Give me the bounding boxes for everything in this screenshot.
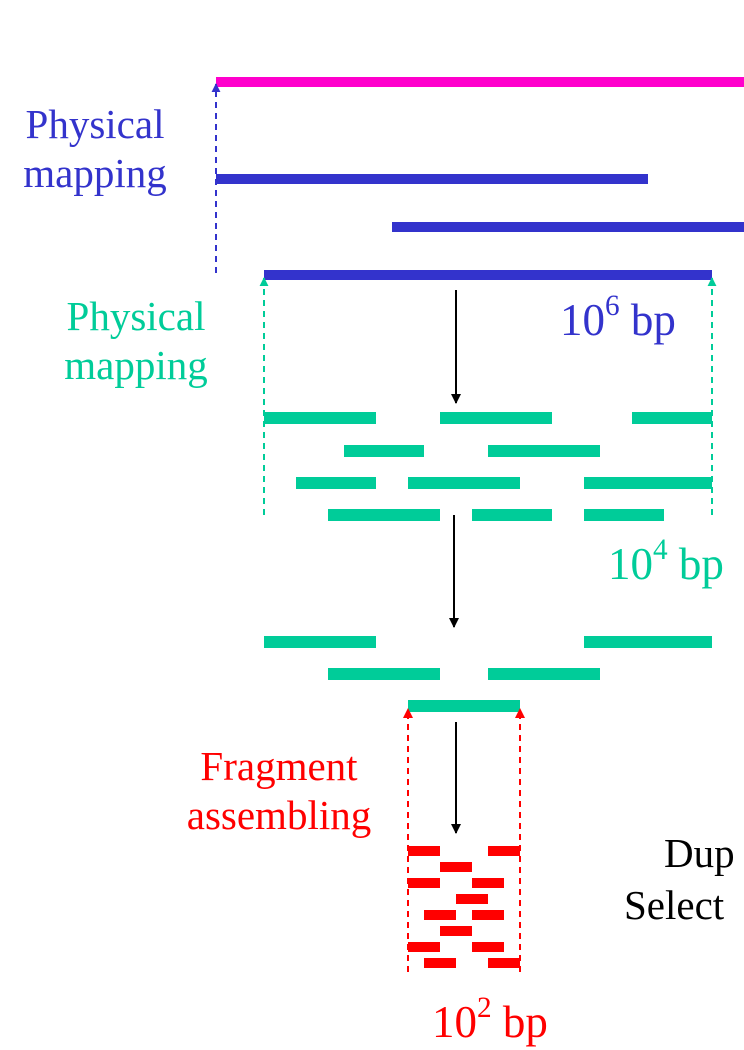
small-fragment <box>440 862 472 872</box>
medium-fragment <box>472 509 552 521</box>
fragment-assembling-label: Fragment assembling <box>166 742 392 840</box>
scale-label-1e2-unit: bp <box>502 997 548 1047</box>
small-fragment <box>408 846 440 856</box>
medium-fragment <box>488 445 600 457</box>
small-fragment <box>424 910 456 920</box>
cut-text-line-2-text: Select <box>624 882 725 928</box>
scale-label-1e2-exp: 2 <box>477 991 492 1024</box>
medium-fragment <box>440 412 552 424</box>
selected-fragments <box>264 636 712 712</box>
scale-label-1e4: 104 bp <box>608 533 724 591</box>
small-fragment <box>424 958 456 968</box>
scale-label-1e4-exp: 4 <box>653 533 668 566</box>
small-fragments <box>408 846 520 968</box>
small-fragment <box>472 878 504 888</box>
physical-mapping-label-2: Physical mapping <box>40 292 232 390</box>
physical-mapping-label-2-line1: Physical <box>66 293 206 339</box>
medium-fragment <box>584 477 712 489</box>
cut-text-line-1: Dup <box>664 829 735 878</box>
small-fragment <box>456 894 488 904</box>
small-fragment <box>488 846 520 856</box>
scale-label-1e2: 102 bp <box>432 991 548 1049</box>
selected-fragment <box>488 668 600 680</box>
small-fragment <box>408 878 440 888</box>
cut-text-line-1-text: Dup <box>664 830 735 876</box>
clone-bar-3 <box>264 270 712 280</box>
fragment-assembling-label-line2: assembling <box>186 792 372 839</box>
clone-bar-1 <box>216 174 648 184</box>
scale-label-1e2-base: 10 <box>432 997 477 1047</box>
medium-fragment <box>296 477 376 489</box>
small-fragment <box>472 942 504 952</box>
medium-fragment <box>632 412 712 424</box>
medium-fragment <box>264 412 376 424</box>
medium-fragment <box>328 509 440 521</box>
fragment-assembling-label-line1: Fragment <box>200 743 358 789</box>
scale-label-1e4-unit: bp <box>678 539 724 589</box>
chromosome-bar <box>216 77 744 87</box>
medium-fragment <box>584 509 664 521</box>
medium-fragment <box>344 445 424 457</box>
scale-label-1e6-unit: bp <box>630 295 676 345</box>
selected-fragment <box>328 668 440 680</box>
scale-label-1e6: 106 bp <box>560 289 676 347</box>
physical-mapping-label-2-line2: mapping <box>64 342 208 389</box>
scale-label-1e6-base: 10 <box>560 295 605 345</box>
selected-fragment <box>264 636 376 648</box>
clone-bar-2 <box>392 222 744 232</box>
medium-fragments <box>264 412 712 521</box>
cut-text-line-2: Select <box>624 881 724 930</box>
small-fragment <box>472 910 504 920</box>
physical-mapping-label-1: Physical mapping <box>10 100 180 198</box>
medium-fragment <box>408 477 520 489</box>
scale-label-1e4-base: 10 <box>608 539 653 589</box>
scale-label-1e6-exp: 6 <box>605 289 620 322</box>
physical-mapping-label-1-line1: Physical <box>25 101 165 147</box>
selected-fragment <box>408 700 520 712</box>
small-fragment <box>408 942 440 952</box>
selected-fragment <box>584 636 712 648</box>
physical-mapping-label-1-line2: mapping <box>23 150 167 197</box>
small-fragment <box>440 926 472 936</box>
small-fragment <box>488 958 520 968</box>
